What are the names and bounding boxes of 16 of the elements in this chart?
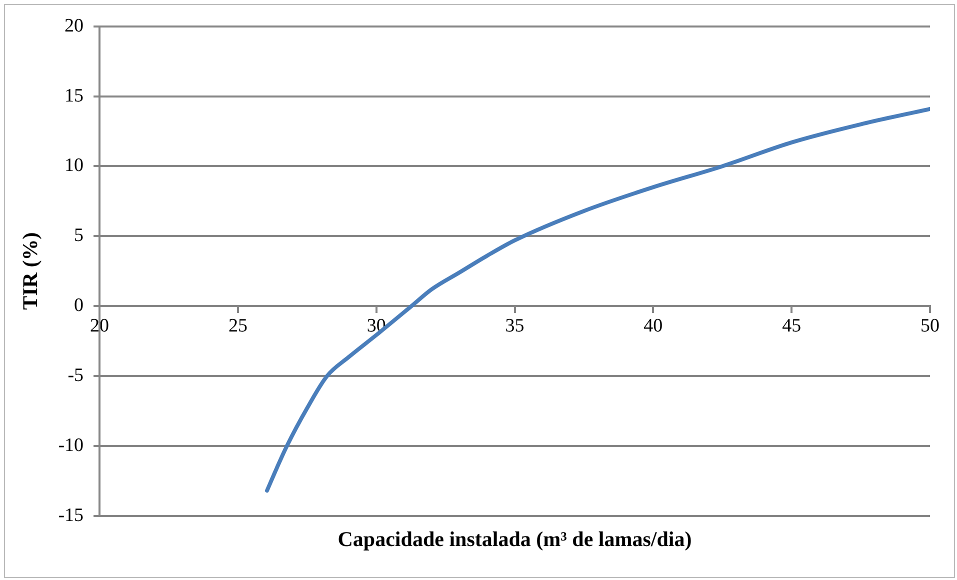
x-axis-title: Capacidade instalada (m³ de lamas/dia) xyxy=(338,526,692,551)
x-tick-label: 20 xyxy=(90,315,110,336)
y-tick-label: -10 xyxy=(58,434,84,456)
x-tick-label: 35 xyxy=(505,315,524,336)
y-tick-label: 5 xyxy=(74,225,84,246)
x-tick-label: 50 xyxy=(920,315,940,336)
y-tick-label: -5 xyxy=(68,364,84,386)
x-tick-label: 25 xyxy=(228,315,248,336)
x-tick-label: 45 xyxy=(782,315,802,336)
x-tick-label: 40 xyxy=(644,315,663,336)
y-tick-label: 10 xyxy=(64,155,84,176)
y-axis-title: TIR (%) xyxy=(18,232,42,310)
y-tick-label: 0 xyxy=(74,295,84,316)
y-tick-label: -15 xyxy=(58,504,84,526)
y-tick-label: 15 xyxy=(64,85,84,106)
y-tick-label: 20 xyxy=(64,15,84,36)
